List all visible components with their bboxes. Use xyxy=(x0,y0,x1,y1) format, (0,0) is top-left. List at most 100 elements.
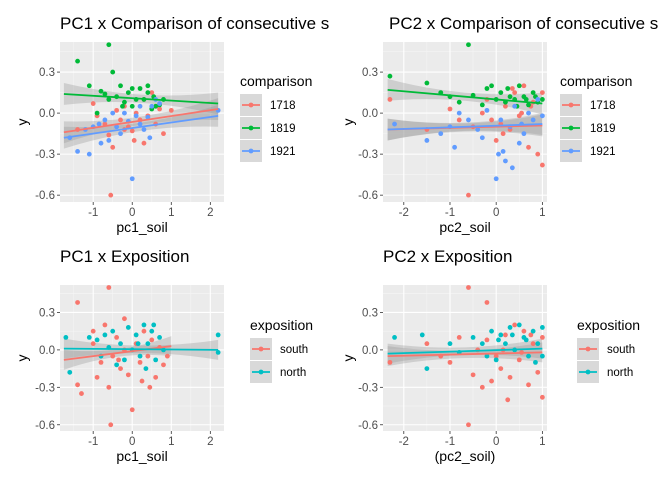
data-point-1921 xyxy=(129,176,135,182)
data-point-south xyxy=(489,378,494,384)
x-axis-label: pc1_soil xyxy=(116,448,167,464)
legend-label-1819: 1819 xyxy=(590,123,616,135)
fit-line-1718 xyxy=(63,108,219,134)
x-axis-label: pc2_soil xyxy=(439,219,490,235)
data-point-1819 xyxy=(106,42,112,48)
x-tick-label: 1 xyxy=(539,207,545,219)
data-point-1718 xyxy=(168,107,174,113)
data-point-north xyxy=(533,359,538,365)
data-point-north xyxy=(484,353,490,359)
data-point-1921 xyxy=(424,138,430,143)
data-point-north xyxy=(424,366,430,372)
data-point-north xyxy=(539,325,545,330)
data-point-south xyxy=(447,359,453,365)
data-point-1819 xyxy=(122,99,127,105)
data-point-south xyxy=(466,422,471,428)
data-point-south xyxy=(114,335,120,340)
data-point-1921 xyxy=(157,101,162,106)
data-point-north xyxy=(489,328,494,334)
data-point-1819 xyxy=(106,97,112,102)
data-point-1819 xyxy=(120,103,125,109)
chart-title: PC2 x Comparison of consecutive s xyxy=(389,14,658,33)
data-point-north xyxy=(215,349,221,355)
data-point-1921 xyxy=(503,158,508,164)
data-point-north xyxy=(110,328,116,334)
data-point-1819 xyxy=(424,80,430,86)
x-tick-label: 0 xyxy=(129,436,135,448)
data-point-1921 xyxy=(535,97,541,102)
data-point-south xyxy=(526,382,531,388)
data-point-south xyxy=(116,357,121,363)
data-point-1819 xyxy=(516,83,522,89)
data-point-south xyxy=(90,328,96,334)
data-point-1718 xyxy=(106,132,112,138)
chart-title: PC1 x Exposition xyxy=(60,247,189,266)
data-point-1921 xyxy=(438,131,444,137)
data-point-1921 xyxy=(466,117,471,123)
data-point-1921 xyxy=(500,149,506,154)
data-point-north xyxy=(496,337,501,343)
data-point-1718 xyxy=(479,110,485,116)
data-point-south xyxy=(470,372,476,378)
data-point-1718 xyxy=(526,144,531,150)
data-point-1718 xyxy=(466,192,471,198)
legend-key-point xyxy=(585,346,591,352)
legend-key-point xyxy=(568,102,574,108)
y-tick-label: -0.3 xyxy=(35,382,55,394)
data-point-south xyxy=(387,359,393,365)
data-point-1819 xyxy=(484,86,490,91)
data-point-1819 xyxy=(505,86,511,91)
data-point-south xyxy=(118,366,123,372)
legend: exposition south north xyxy=(250,317,313,383)
data-point-1718 xyxy=(131,138,137,143)
plot-background xyxy=(60,285,224,431)
data-point-1718 xyxy=(519,110,524,116)
data-point-1921 xyxy=(498,117,504,123)
x-tick-label: 0 xyxy=(493,207,499,219)
data-point-north xyxy=(470,335,476,340)
x-tick-label: 0 xyxy=(493,436,499,448)
data-point-1921 xyxy=(75,149,80,154)
data-point-north xyxy=(215,332,221,338)
data-point-south xyxy=(512,322,518,328)
data-point-south xyxy=(521,328,527,334)
data-point-1718 xyxy=(141,140,147,146)
data-point-1921 xyxy=(521,131,527,137)
data-point-1921 xyxy=(98,140,104,146)
y-tick-label: 0.3 xyxy=(362,307,378,319)
data-point-1921 xyxy=(110,110,116,116)
x-tick-label: -2 xyxy=(399,436,409,448)
y-axis-label: y xyxy=(14,119,30,126)
y-tick-label: 0.0 xyxy=(39,345,55,357)
data-point-north xyxy=(141,322,147,328)
x-tick-label: 1 xyxy=(168,207,174,219)
fit-line-1819 xyxy=(387,88,543,105)
legend-label-1718: 1718 xyxy=(270,100,296,112)
data-point-1819 xyxy=(102,91,108,97)
data-point-1921 xyxy=(456,110,462,116)
data-point-1718 xyxy=(493,138,499,143)
legend-key-point xyxy=(585,369,591,375)
y-axis-label: y xyxy=(340,355,356,362)
data-point-1718 xyxy=(387,97,393,102)
data-point-south xyxy=(75,382,80,388)
data-point-1819 xyxy=(498,90,504,95)
data-point-north xyxy=(125,325,131,330)
x-tick-label: 2 xyxy=(207,207,213,219)
y-tick-label: 0.0 xyxy=(362,345,378,357)
data-point-1819 xyxy=(129,103,135,109)
data-point-1921 xyxy=(137,103,143,109)
plot-background xyxy=(60,42,224,202)
y-tick-label: -0.3 xyxy=(358,149,378,161)
data-point-south xyxy=(493,353,499,359)
data-point-north xyxy=(419,332,425,338)
data-point-south xyxy=(539,394,545,400)
data-point-1819 xyxy=(125,90,131,95)
data-point-1921 xyxy=(509,165,515,171)
data-point-north xyxy=(151,322,157,328)
y-axis-label: y xyxy=(14,355,30,362)
legend-label-1921: 1921 xyxy=(270,146,296,158)
data-point-1819 xyxy=(530,90,536,95)
data-point-north xyxy=(157,335,162,340)
data-point-1819 xyxy=(507,94,513,100)
